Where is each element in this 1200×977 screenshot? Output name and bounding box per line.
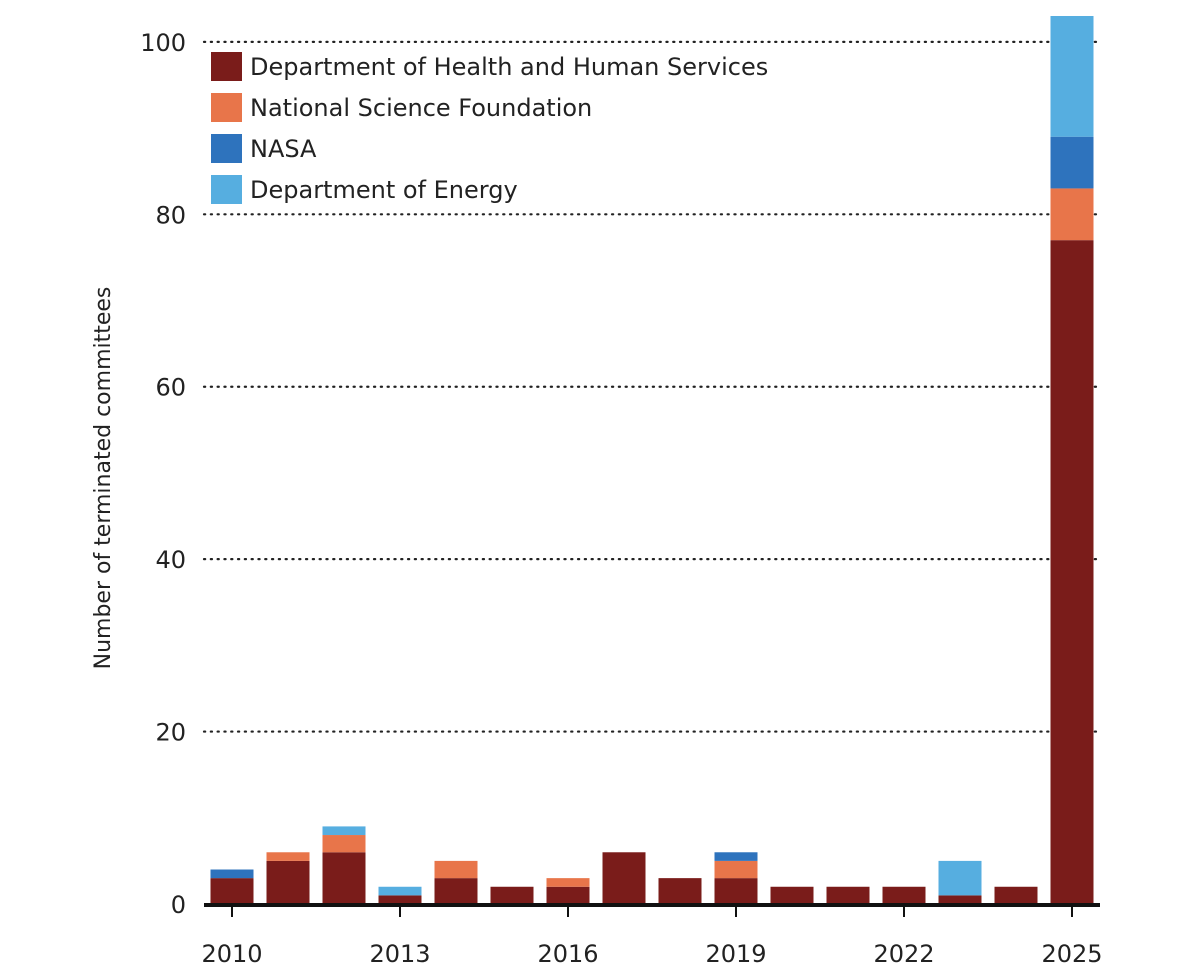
bar-2017-series-0 (602, 852, 646, 904)
bar-2013-series-3 (378, 886, 422, 896)
y-axis-title: Number of terminated committees (91, 287, 116, 670)
y-tick-label: 0 (171, 891, 186, 919)
bar-2025-series-0 (1050, 240, 1094, 904)
gridlines (202, 40, 1100, 733)
legend-label: Department of Energy (250, 176, 518, 204)
bar-2011-series-0 (266, 860, 310, 904)
x-tick-label: 2022 (873, 940, 934, 968)
y-tick-label: 60 (155, 374, 186, 402)
legend-swatch (211, 134, 242, 163)
bar-2019-series-0 (714, 878, 758, 904)
x-tick-label: 2016 (537, 940, 598, 968)
legend-swatch (211, 52, 242, 81)
x-tick-label: 2013 (369, 940, 430, 968)
bar-2018-series-0 (658, 878, 702, 904)
bar-2014-series-1 (434, 860, 478, 879)
bar-2012-series-0 (322, 852, 366, 904)
legend-swatch (211, 93, 242, 122)
bar-2025-series-1 (1050, 188, 1094, 241)
bar-2014-series-0 (434, 878, 478, 904)
legend-label: NASA (250, 135, 317, 163)
bar-2015-series-0 (490, 886, 534, 904)
bar-2016-series-1 (546, 878, 590, 887)
y-tick-label: 100 (140, 29, 186, 57)
bar-2016-series-0 (546, 886, 590, 904)
bar-2023-series-0 (938, 895, 982, 904)
bar-2019-series-2 (714, 852, 758, 861)
legend: Department of Health and Human Services N… (211, 52, 768, 204)
y-tick-label: 20 (155, 719, 186, 747)
bar-2022-series-0 (882, 886, 926, 904)
bar-2023-series-3 (938, 860, 982, 896)
x-tick-label: 2025 (1041, 940, 1102, 968)
bar-2013-series-0 (378, 895, 422, 904)
y-tick-label: 40 (155, 546, 186, 574)
legend-label: Department of Health and Human Services (250, 53, 768, 81)
x-tick-label: 2010 (201, 940, 262, 968)
y-tick-label: 80 (155, 201, 186, 229)
legend-label: National Science Foundation (250, 94, 592, 122)
x-tick-label: 2019 (705, 940, 766, 968)
bar-2021-series-0 (826, 886, 870, 904)
bar-2025-series-3 (1050, 16, 1094, 137)
legend-swatch (211, 175, 242, 204)
bar-2012-series-3 (322, 826, 366, 836)
bar-2024-series-0 (994, 886, 1038, 904)
axes: 0 20 40 60 80 100 2010 2013 2016 2019 2022 2025 (140, 29, 1102, 968)
bars (210, 16, 1094, 904)
bar-2011-series-1 (266, 852, 310, 861)
bar-2012-series-1 (322, 835, 366, 853)
bar-2025-series-2 (1050, 136, 1094, 189)
bar-2010-series-0 (210, 878, 254, 904)
bar-2020-series-0 (770, 886, 814, 904)
bar-2019-series-1 (714, 860, 758, 879)
bar-2010-series-2 (210, 869, 254, 879)
